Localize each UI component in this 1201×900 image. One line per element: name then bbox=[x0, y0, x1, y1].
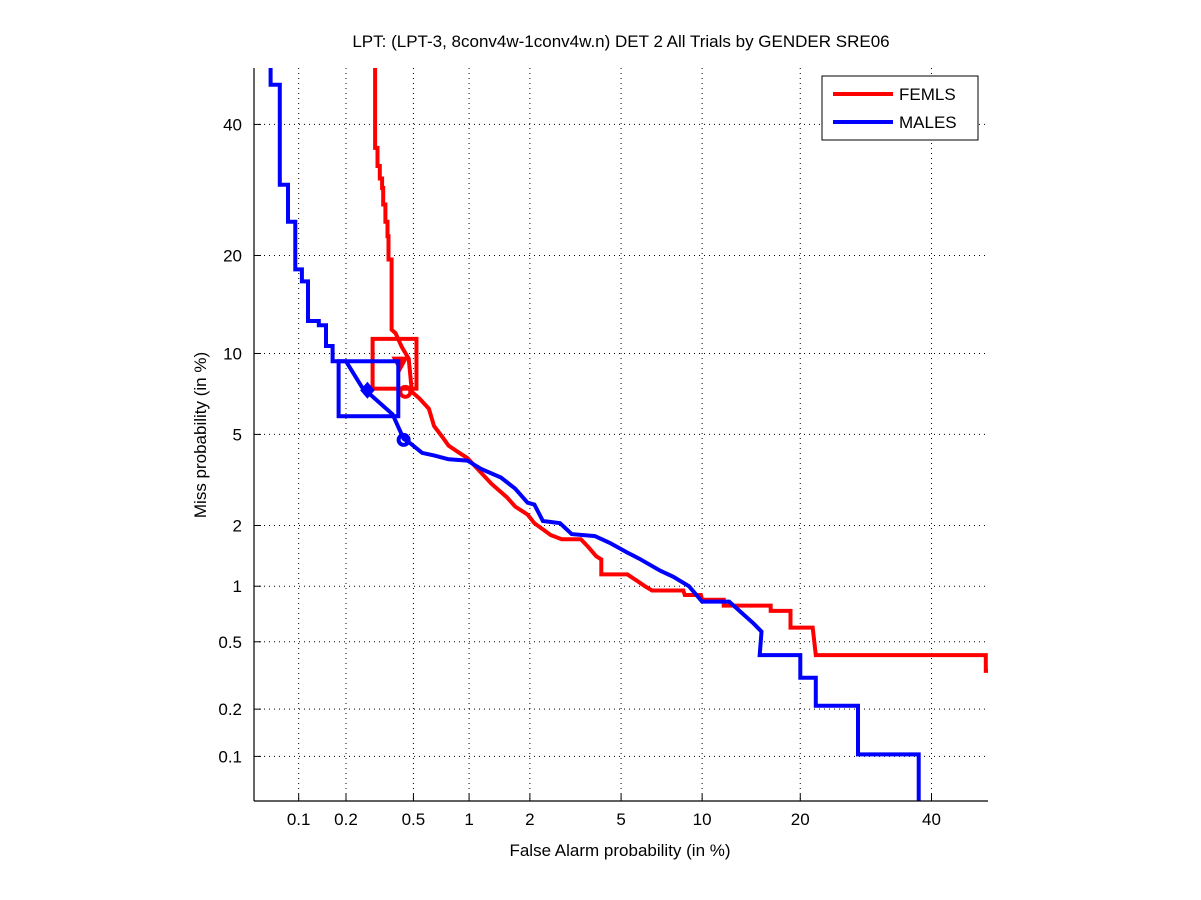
legend-label-males: MALES bbox=[899, 113, 957, 132]
actual-dcf-box-femls bbox=[370, 336, 419, 391]
eer-marker-males bbox=[396, 432, 411, 447]
x-tick-label: 5 bbox=[616, 810, 625, 829]
grid bbox=[254, 68, 988, 801]
y-tick-label: 20 bbox=[223, 246, 242, 265]
x-tick-label: 1 bbox=[464, 810, 473, 829]
y-tick-label: 2 bbox=[233, 516, 242, 535]
y-tick-label: 1 bbox=[233, 577, 242, 596]
actual-dcf-box-males bbox=[336, 359, 401, 419]
y-tick-label: 5 bbox=[233, 425, 242, 444]
y-tick-label: 10 bbox=[223, 344, 242, 363]
x-tick-label: 2 bbox=[525, 810, 534, 829]
legend: FEMLS MALES bbox=[821, 75, 979, 141]
legend-label-femls: FEMLS bbox=[899, 85, 956, 104]
y-tick-label: 40 bbox=[223, 115, 242, 134]
series-group bbox=[268, 68, 988, 801]
y-tick-label: 0.2 bbox=[218, 700, 242, 719]
x-tick-label: 20 bbox=[791, 810, 810, 829]
eer-marker-femls bbox=[398, 384, 413, 399]
x-tick-label: 0.1 bbox=[287, 810, 311, 829]
x-tick-label: 0.2 bbox=[334, 810, 358, 829]
series-line-males bbox=[268, 68, 921, 801]
x-ticks: 0.1 0.2 0.5 1 2 5 10 20 40 bbox=[287, 794, 941, 829]
x-tick-label: 0.5 bbox=[402, 810, 426, 829]
y-ticks: 0.1 0.2 0.5 1 2 5 10 20 40 bbox=[218, 115, 261, 766]
legend-box bbox=[821, 75, 979, 141]
x-tick-label: 10 bbox=[693, 810, 712, 829]
y-tick-label: 0.1 bbox=[218, 747, 242, 766]
curves bbox=[268, 68, 988, 801]
y-axis-title: Miss probability (in %) bbox=[191, 352, 210, 518]
x-tick-label: 40 bbox=[922, 810, 941, 829]
chart-title: LPT: (LPT-3, 8conv4w-1conv4w.n) DET 2 Al… bbox=[352, 32, 889, 51]
y-tick-label: 0.5 bbox=[218, 633, 242, 652]
x-axis-title: False Alarm probability (in %) bbox=[509, 841, 730, 860]
min-dcf-marker-males bbox=[360, 381, 375, 399]
